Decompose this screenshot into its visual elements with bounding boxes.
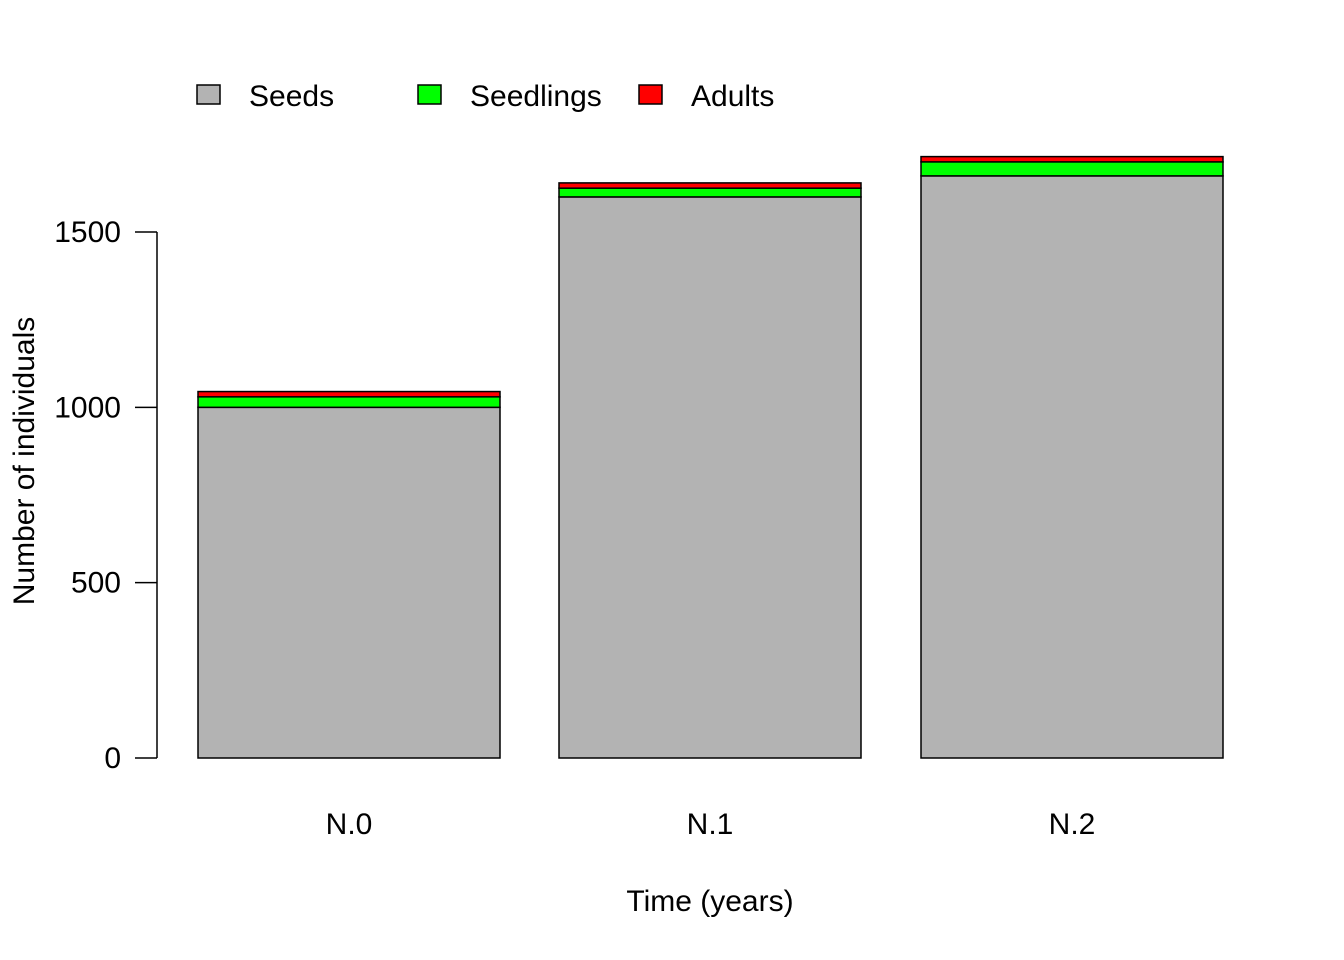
y-axis: 0 500 1000 1500 [54, 216, 158, 775]
x-tick-label: N.0 [326, 808, 373, 841]
y-tick-label: 1000 [54, 391, 121, 424]
y-tick-label: 0 [104, 742, 121, 775]
bar-segment-seeds-n1 [558, 196, 862, 759]
legend-swatch-adults [638, 84, 663, 105]
x-axis-label: Time (years) [626, 885, 793, 918]
bars [197, 155, 1224, 759]
legend-label-adults: Adults [691, 80, 774, 113]
x-tick-label: N.1 [687, 808, 734, 841]
y-axis-label: Number of individuals [8, 317, 41, 605]
bar-segment-seeds-n2 [920, 175, 1224, 759]
x-tick-labels: N.0 N.1 N.2 [326, 808, 1096, 841]
legend-label-seeds: Seeds [249, 80, 334, 113]
legend-label-seedlings: Seedlings [470, 80, 602, 113]
bar-segment-adults-n2 [920, 155, 1224, 163]
legend: Seeds Seedlings Adults [196, 80, 774, 113]
bar-segment-seedlings-n0 [197, 396, 501, 409]
legend-swatch-seeds [196, 84, 221, 105]
x-tick-label: N.2 [1049, 808, 1096, 841]
bar-segment-seeds-n0 [197, 406, 501, 759]
y-tick-label: 500 [71, 567, 121, 600]
bar-segment-seedlings-n2 [920, 161, 1224, 177]
legend-swatch-seedlings [417, 84, 442, 105]
bar-segment-adults-n0 [197, 390, 501, 398]
bar-segment-seedlings-n1 [558, 187, 862, 198]
y-tick-label: 1500 [54, 216, 121, 249]
bar-segment-adults-n1 [558, 182, 862, 189]
